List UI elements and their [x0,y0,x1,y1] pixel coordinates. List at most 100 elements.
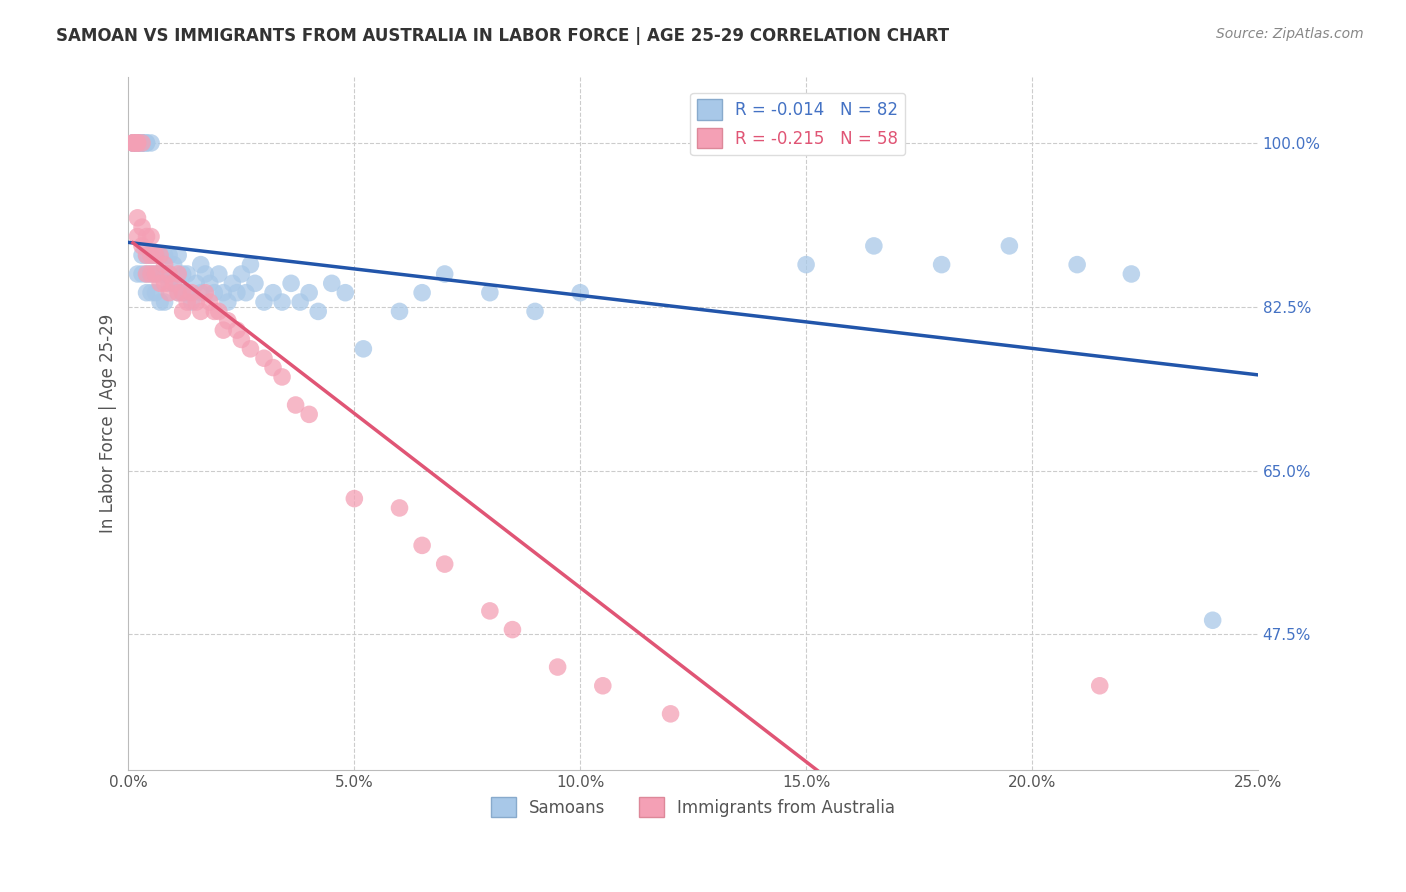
Point [167,267,190,281]
Point [569,285,592,300]
Point [217,314,239,328]
Point [321,277,343,291]
Point [198,277,221,291]
Point [145,267,167,281]
Point [149,248,172,262]
Point [231,333,253,347]
Point [135,285,157,300]
Point [145,267,167,281]
Point [208,267,231,281]
Point [172,267,194,281]
Text: SAMOAN VS IMMIGRANTS FROM AUSTRALIA IN LABOR FORCE | AGE 25-29 CORRELATION CHART: SAMOAN VS IMMIGRANTS FROM AUSTRALIA IN L… [56,27,949,45]
Point [1121,267,1143,281]
Point [547,660,569,674]
Point [343,491,366,506]
Point [131,267,153,281]
Point [176,295,198,310]
Point [176,285,198,300]
Point [139,285,162,300]
Point [190,285,212,300]
Point [139,248,162,262]
Point [131,136,153,150]
Point [253,295,276,310]
Point [149,295,172,310]
Point [127,136,149,150]
Point [135,248,157,262]
Point [271,295,294,310]
Point [127,229,149,244]
Point [335,285,357,300]
Point [180,295,202,310]
Point [411,285,433,300]
Point [433,267,456,281]
Point [794,258,817,272]
Point [194,285,217,300]
Point [212,285,235,300]
Point [411,538,433,552]
Point [262,360,284,375]
Point [163,258,186,272]
Point [998,239,1021,253]
Point [122,136,145,150]
Point [271,370,294,384]
Point [307,304,329,318]
Point [433,557,456,571]
Point [202,304,225,318]
Point [167,285,190,300]
Point [157,248,180,262]
Point [1088,679,1111,693]
Point [139,136,162,150]
Point [235,285,257,300]
Point [180,285,202,300]
Point [157,277,180,291]
Point [157,285,180,300]
Point [225,323,247,337]
Point [208,304,231,318]
Point [153,248,176,262]
Point [131,136,153,150]
Point [288,295,311,310]
Point [231,267,253,281]
Point [122,136,145,150]
Point [352,342,374,356]
Point [135,136,157,150]
Point [253,351,276,366]
Point [127,136,149,150]
Point [931,258,953,272]
Point [225,285,247,300]
Point [501,623,523,637]
Point [135,267,157,281]
Point [153,267,176,281]
Point [153,258,176,272]
Point [153,277,176,291]
Point [131,220,153,235]
Point [122,136,145,150]
Point [157,267,180,281]
Legend: Samoans, Immigrants from Australia: Samoans, Immigrants from Australia [484,790,903,824]
Point [167,285,190,300]
Point [172,285,194,300]
Point [135,248,157,262]
Point [131,248,153,262]
Point [217,295,239,310]
Point [127,136,149,150]
Point [167,248,190,262]
Point [262,285,284,300]
Point [221,277,243,291]
Point [592,679,614,693]
Point [127,136,149,150]
Point [131,136,153,150]
Point [284,398,307,412]
Point [122,136,145,150]
Point [149,277,172,291]
Point [194,267,217,281]
Point [135,229,157,244]
Point [122,136,145,150]
Point [478,285,501,300]
Point [145,248,167,262]
Point [243,277,266,291]
Point [388,500,411,515]
Point [239,258,262,272]
Point [127,211,149,225]
Point [388,304,411,318]
